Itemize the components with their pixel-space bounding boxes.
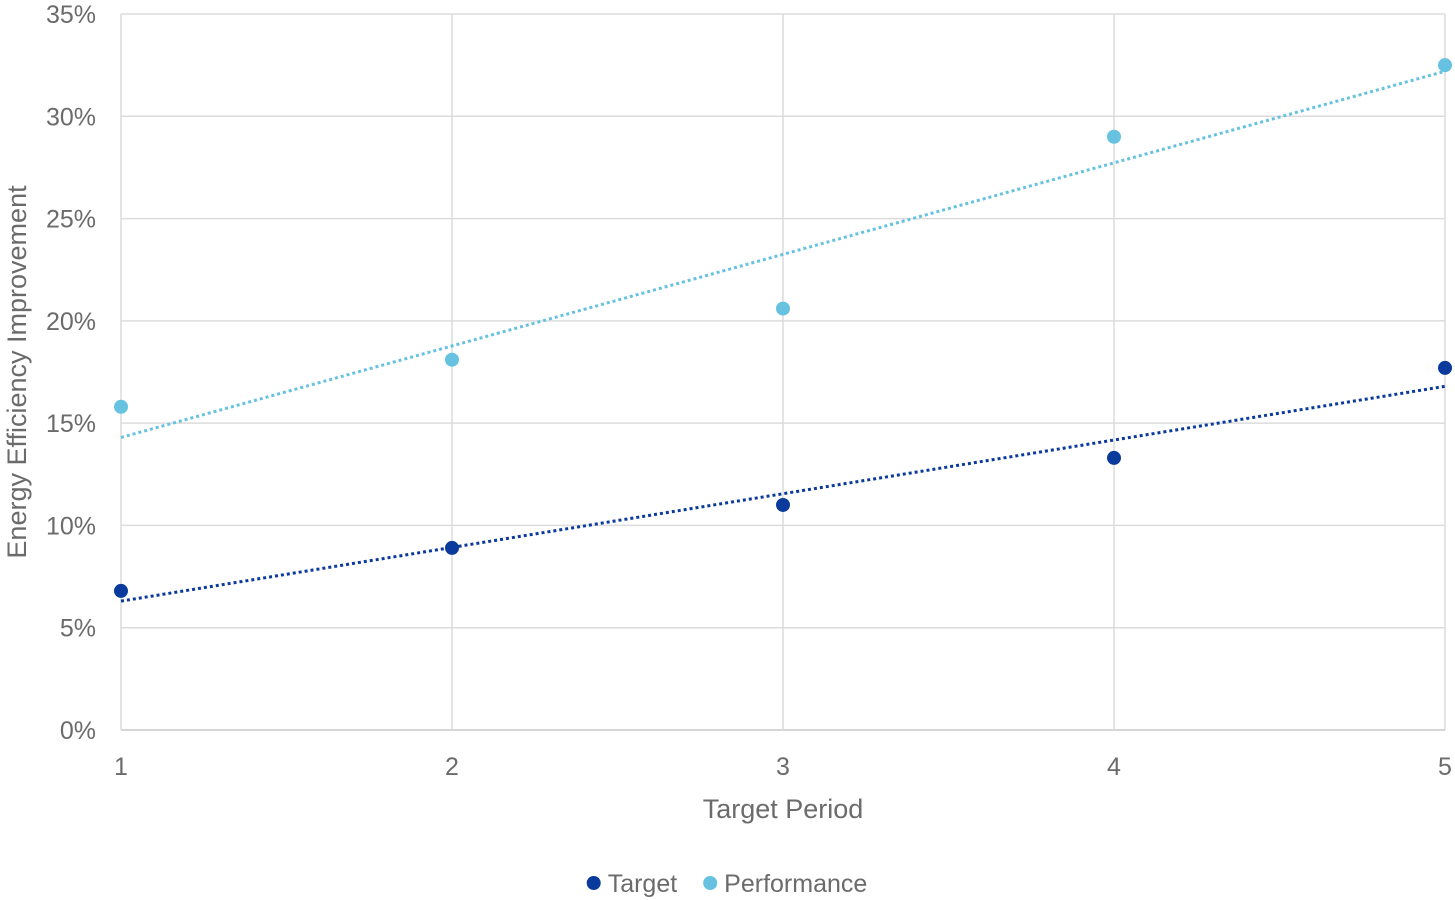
y-tick-label: 25% xyxy=(46,206,96,234)
point-target xyxy=(445,540,459,555)
x-tick-label: 1 xyxy=(114,753,128,781)
gridlines xyxy=(120,13,1446,731)
trendline-performance xyxy=(120,69,1446,439)
legend-label: Target xyxy=(608,870,678,898)
legend-marker xyxy=(703,876,718,890)
point-target xyxy=(776,497,790,512)
y-tick-label: 35% xyxy=(46,1,96,29)
y-tick-label: 10% xyxy=(46,512,96,540)
point-target xyxy=(1438,360,1452,375)
trendlines xyxy=(120,69,1446,603)
y-tick-label: 30% xyxy=(46,103,96,131)
point-target xyxy=(114,583,128,598)
point-performance xyxy=(1438,58,1452,73)
y-tick-label: 20% xyxy=(46,308,96,336)
y-tick-label: 5% xyxy=(60,615,96,643)
legend-marker xyxy=(586,876,601,890)
point-performance xyxy=(114,399,128,414)
x-tick-label: 2 xyxy=(445,753,459,781)
x-tick-label: 4 xyxy=(1107,753,1121,781)
trendline-target xyxy=(120,384,1446,603)
legend-item-target: Target xyxy=(586,870,678,898)
x-tick-label: 5 xyxy=(1438,753,1452,781)
y-tick-label: 15% xyxy=(46,410,96,438)
point-performance xyxy=(776,301,790,316)
legend-label: Performance xyxy=(724,870,867,898)
x-tick-label: 3 xyxy=(776,753,790,781)
y-tick-label: 0% xyxy=(60,717,96,745)
legend: Target Performance xyxy=(586,870,867,898)
x-axis-tick-labels: 1 2 3 4 5 xyxy=(114,753,1452,781)
point-performance xyxy=(1107,129,1121,144)
point-target xyxy=(1107,450,1121,465)
y-axis-title: Energy Efficiency Improvement xyxy=(2,185,32,559)
point-performance xyxy=(445,352,459,367)
data-points xyxy=(114,58,1452,598)
x-axis-title: Target Period xyxy=(703,794,864,824)
legend-item-performance: Performance xyxy=(703,870,867,898)
y-axis-tick-labels: 0% 5% 10% 15% 20% 25% 30% 35% xyxy=(46,1,96,745)
